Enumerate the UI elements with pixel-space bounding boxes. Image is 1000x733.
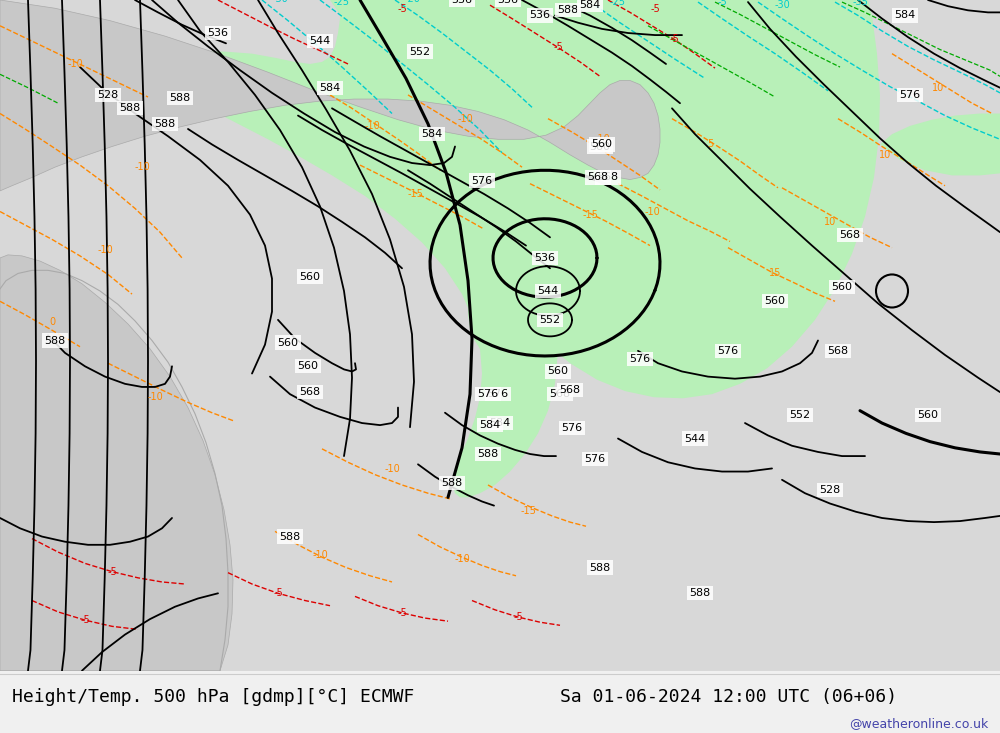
- Text: 584: 584: [479, 420, 501, 430]
- Text: 528: 528: [819, 485, 841, 495]
- Text: -5: -5: [669, 34, 679, 44]
- Text: 560: 560: [590, 141, 610, 152]
- Text: -30: -30: [272, 0, 288, 4]
- Text: 544: 544: [684, 433, 706, 443]
- Text: 576: 576: [471, 176, 493, 185]
- Text: 15: 15: [769, 268, 781, 279]
- Text: Sa 01-06-2024 12:00 UTC (06+06): Sa 01-06-2024 12:00 UTC (06+06): [560, 688, 897, 706]
- Text: 584: 584: [421, 129, 443, 139]
- Text: 10: 10: [879, 150, 891, 160]
- Text: 588: 588: [44, 336, 66, 345]
- Text: 576: 576: [717, 346, 739, 356]
- Text: 588: 588: [689, 589, 711, 598]
- Polygon shape: [0, 0, 660, 191]
- Text: 588: 588: [119, 103, 141, 114]
- Text: -10: -10: [364, 121, 380, 131]
- Text: 568: 568: [549, 389, 571, 399]
- Text: 576: 576: [584, 454, 606, 464]
- Text: 528: 528: [97, 90, 119, 100]
- Text: 576: 576: [477, 389, 499, 399]
- Text: 588: 588: [589, 562, 611, 572]
- Text: 584: 584: [489, 418, 511, 428]
- Text: -5: -5: [107, 567, 117, 577]
- Text: 576: 576: [629, 354, 651, 364]
- Text: 560: 560: [298, 361, 318, 372]
- Polygon shape: [148, 0, 558, 498]
- Text: -5: -5: [717, 0, 727, 7]
- Text: -25: -25: [610, 0, 626, 7]
- Text: 560: 560: [765, 296, 786, 306]
- Text: 568: 568: [597, 172, 619, 183]
- Text: -5: -5: [397, 4, 407, 15]
- Text: -10: -10: [644, 207, 660, 216]
- Text: 576: 576: [487, 389, 509, 399]
- Text: -10: -10: [147, 392, 163, 402]
- Text: -15: -15: [407, 189, 423, 199]
- Text: -15: -15: [582, 210, 598, 220]
- Text: 552: 552: [789, 410, 811, 420]
- Text: 568: 568: [587, 172, 609, 183]
- Text: -10: -10: [134, 162, 150, 172]
- Text: 552: 552: [409, 47, 431, 56]
- Polygon shape: [880, 114, 1000, 175]
- Text: 584: 584: [319, 83, 341, 92]
- Text: -10: -10: [67, 59, 83, 69]
- Text: 588: 588: [477, 449, 499, 459]
- Polygon shape: [468, 0, 644, 358]
- Text: -10: -10: [454, 554, 470, 564]
- Text: 560: 560: [592, 139, 612, 150]
- Text: -10: -10: [384, 465, 400, 474]
- Text: 588: 588: [279, 531, 301, 542]
- Text: -30: -30: [774, 0, 790, 10]
- Text: 560: 560: [548, 366, 568, 377]
- Text: -10: -10: [97, 245, 113, 254]
- Text: -5: -5: [553, 43, 563, 53]
- Text: 10: 10: [824, 217, 836, 226]
- Text: -5: -5: [397, 608, 407, 618]
- Text: 5: 5: [707, 139, 713, 150]
- Text: 536: 536: [208, 28, 228, 38]
- Text: 0: 0: [49, 317, 55, 327]
- Text: Height/Temp. 500 hPa [gdmp][°C] ECMWF: Height/Temp. 500 hPa [gdmp][°C] ECMWF: [12, 688, 414, 706]
- Text: 568: 568: [559, 385, 581, 395]
- Text: -10: -10: [457, 114, 473, 124]
- Text: -15: -15: [520, 506, 536, 516]
- Text: 560: 560: [832, 282, 852, 292]
- Text: @weatheronline.co.uk: @weatheronline.co.uk: [849, 717, 988, 730]
- Text: 568: 568: [839, 230, 861, 240]
- Text: 560: 560: [918, 410, 938, 420]
- Text: 568: 568: [299, 387, 321, 397]
- Text: -5: -5: [513, 612, 523, 622]
- Text: -5: -5: [650, 4, 660, 15]
- Text: 588: 588: [154, 119, 176, 129]
- Text: 544: 544: [309, 36, 331, 46]
- Text: 588: 588: [441, 478, 463, 488]
- Text: 560: 560: [278, 338, 298, 347]
- Text: 536: 536: [452, 0, 473, 5]
- Text: -5: -5: [273, 589, 283, 598]
- Text: 536: 536: [534, 253, 556, 263]
- Text: -25: -25: [334, 0, 350, 7]
- Text: -20: -20: [404, 0, 420, 4]
- Text: 560: 560: [300, 271, 320, 281]
- Polygon shape: [0, 255, 233, 671]
- Text: -10: -10: [594, 134, 610, 144]
- Text: 576: 576: [899, 90, 921, 100]
- Text: 584: 584: [894, 10, 916, 21]
- Text: 576: 576: [561, 423, 583, 433]
- Text: -10: -10: [312, 550, 328, 560]
- Text: 588: 588: [557, 5, 579, 15]
- Text: 552: 552: [539, 315, 561, 325]
- Text: 544: 544: [537, 286, 559, 296]
- Text: 536: 536: [530, 10, 550, 21]
- Text: 588: 588: [169, 93, 191, 103]
- Text: 584: 584: [579, 0, 601, 10]
- Text: 568: 568: [827, 346, 849, 356]
- Text: 536: 536: [498, 0, 518, 5]
- Text: -35: -35: [852, 0, 868, 7]
- Text: -5: -5: [80, 615, 90, 625]
- Text: 10: 10: [932, 83, 944, 92]
- Polygon shape: [0, 0, 1000, 671]
- Polygon shape: [330, 0, 880, 398]
